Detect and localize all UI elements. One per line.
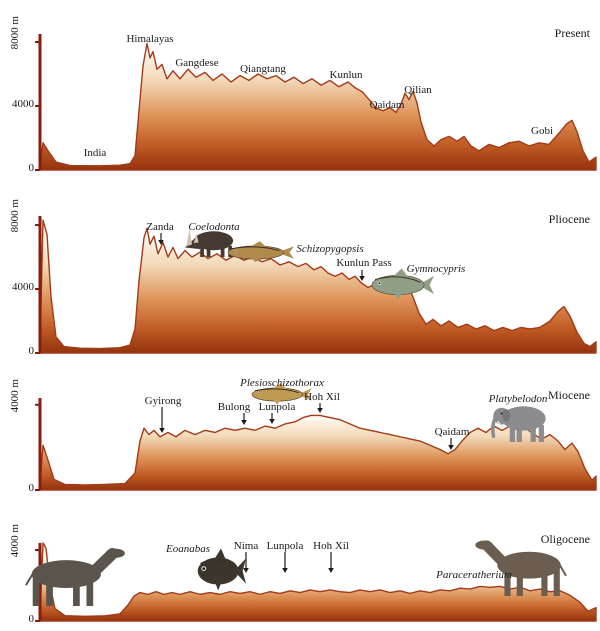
label-gymnocypris: Gymnocypris xyxy=(406,263,466,275)
label-lunpola: Lunpola xyxy=(266,540,304,552)
label-qilian: Qilian xyxy=(404,84,432,96)
kunlun-pass-arrow-head xyxy=(359,276,365,281)
era-label-pliocene: Pliocene xyxy=(548,212,590,226)
bulong-arrow-head xyxy=(241,420,247,425)
panel-pliocene xyxy=(35,216,597,354)
hoh-xil-arrow-head xyxy=(317,408,323,413)
label-qaidam: Qaidam xyxy=(369,99,405,111)
label-plesioschizothorax: Plesioschizothorax xyxy=(240,377,324,389)
y-tick-label-miocene-4000-m: 4000 m xyxy=(9,378,21,413)
panel-oligocene xyxy=(25,540,597,622)
y-tick-label-present-4000: 4000 xyxy=(12,98,34,110)
panel-miocene xyxy=(35,383,597,491)
nima-arrow-head xyxy=(243,568,249,573)
label-kunlun: Kunlun xyxy=(329,69,363,81)
y-tick-label-oligocene-4000-m: 4000 m xyxy=(9,524,21,558)
label-gyirong: Gyirong xyxy=(144,395,182,407)
panel-present xyxy=(35,34,597,171)
paraceratherium-left-image xyxy=(25,548,125,606)
gymnocypris-image xyxy=(371,268,434,300)
label-coelodonta: Coelodonta xyxy=(188,221,240,233)
era-label-oligocene: Oligocene xyxy=(540,532,590,546)
label-gobi: Gobi xyxy=(531,125,553,137)
y-tick-label-present-8000-m: 8000 m xyxy=(9,16,21,50)
eoanabas-image xyxy=(197,548,246,591)
zanda-arrow-head xyxy=(158,240,164,245)
label-india: India xyxy=(83,147,107,159)
era-label-present: Present xyxy=(554,26,590,40)
schizopygopsis-image xyxy=(227,241,294,263)
label-bulong: Bulong xyxy=(217,401,251,413)
label-platybelodon: Platybelodon xyxy=(488,393,548,405)
hoh-xil-arrow-head xyxy=(328,568,334,573)
label-schizopygopsis: Schizopygopsis xyxy=(296,243,364,255)
label-zanda: Zanda xyxy=(146,221,174,233)
gyirong-arrow-head xyxy=(159,428,165,433)
label-himalayas: Himalayas xyxy=(126,33,174,45)
label-gangdese: Gangdese xyxy=(175,57,219,69)
platybelodon-image xyxy=(491,406,546,442)
qaidam-arrow-head xyxy=(448,445,454,450)
elevation-profile-present xyxy=(39,42,597,171)
y-tick-label-oligocene-0: 0 xyxy=(28,613,35,625)
y-tick-label-pliocene-4000: 4000 xyxy=(12,281,34,293)
y-tick-label-present-0: 0 xyxy=(28,162,35,174)
label-qaidam: Qaidam xyxy=(434,426,470,438)
era-label-miocene: Miocene xyxy=(548,388,590,402)
label-hoh-xil: Hoh Xil xyxy=(313,540,349,552)
elevation-profile-pliocene xyxy=(39,219,597,354)
y-tick-label-pliocene-0: 0 xyxy=(28,345,35,357)
plesioschizothorax-image xyxy=(251,383,312,405)
label-nima: Nima xyxy=(233,540,259,552)
paraceratherium-right-image xyxy=(475,540,567,596)
lunpola-arrow-head xyxy=(282,568,288,573)
label-hoh-xil: Hoh Xil xyxy=(304,391,340,403)
y-tick-label-miocene-0: 0 xyxy=(28,482,35,494)
label-paraceratherium: Paraceratherium xyxy=(436,569,512,581)
label-eoanabas: Eoanabas xyxy=(166,543,210,555)
label-lunpola: Lunpola xyxy=(258,401,296,413)
lunpola-arrow-head xyxy=(269,419,275,424)
label-qiangtang: Qiangtang xyxy=(240,63,286,75)
label-kunlun-pass: Kunlun Pass xyxy=(336,257,392,269)
y-tick-label-pliocene-8000-m: 8000 m xyxy=(9,199,21,233)
